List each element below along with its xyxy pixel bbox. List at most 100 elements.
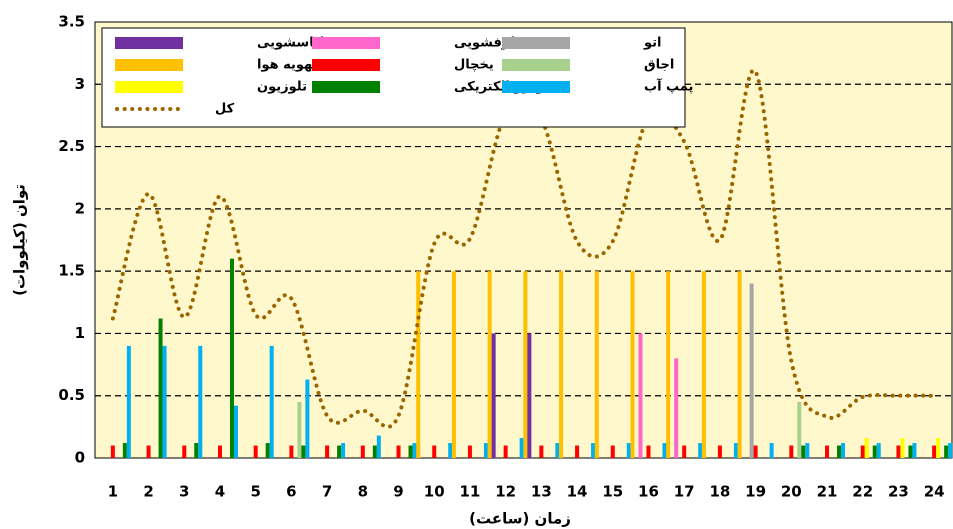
bar (864, 438, 869, 458)
bar (575, 445, 580, 458)
bar (749, 283, 754, 458)
legend-label: تهویه هوا (257, 58, 318, 73)
bar (527, 333, 532, 458)
bar (944, 445, 949, 458)
x-tick-label: 6 (286, 483, 296, 501)
legend-swatch (502, 37, 570, 49)
bar (297, 401, 302, 458)
bar (416, 271, 421, 458)
x-tick-label: 22 (852, 483, 873, 501)
bar (825, 445, 830, 458)
legend-label: پمپ آب (644, 78, 693, 95)
bar (872, 445, 877, 458)
y-tick-label: 3.5 (58, 13, 85, 31)
y-tick-label: 2.5 (58, 137, 85, 155)
bar (539, 445, 544, 458)
bar (110, 445, 115, 458)
bar (341, 443, 346, 458)
legend-swatch (502, 59, 570, 71)
x-tick-label: 1 (108, 483, 118, 501)
y-tick-label: 0.5 (58, 386, 85, 404)
bar (301, 445, 306, 458)
y-tick-label: 1 (75, 324, 85, 342)
bar (805, 443, 810, 458)
bar (483, 443, 488, 458)
legend-swatch (115, 37, 183, 49)
bar (662, 443, 667, 458)
bar (337, 445, 342, 458)
x-tick-label: 14 (567, 483, 588, 501)
bar (519, 438, 524, 458)
bar (253, 445, 258, 458)
x-tick-label: 13 (531, 483, 552, 501)
bar (682, 445, 687, 458)
bar (451, 271, 456, 458)
x-tick-label: 10 (424, 483, 445, 501)
bar (194, 443, 199, 458)
bar (523, 271, 528, 458)
bar (372, 445, 377, 458)
x-tick-label: 5 (250, 483, 260, 501)
y-tick-label: 3 (75, 75, 85, 93)
bar (733, 443, 738, 458)
x-tick-label: 20 (781, 483, 802, 501)
bar (674, 358, 679, 458)
legend-label: لباسشویی (257, 36, 324, 51)
bar (912, 443, 917, 458)
bar (936, 438, 941, 458)
bar (182, 445, 187, 458)
bar (860, 445, 865, 458)
bar (503, 445, 508, 458)
bar (610, 445, 615, 458)
x-axis-label: زمان (ساعت) (469, 510, 571, 528)
x-tick-label: 19 (745, 483, 766, 501)
bar (146, 445, 151, 458)
bar (432, 445, 437, 458)
y-tick-label: 1.5 (58, 262, 85, 280)
bar (896, 445, 901, 458)
bar (932, 445, 937, 458)
bar (559, 271, 564, 458)
x-tick-label: 21 (817, 483, 838, 501)
bar (837, 445, 842, 458)
bar (269, 345, 274, 458)
y-tick-label: 2 (75, 199, 85, 217)
x-tick-label: 4 (215, 483, 225, 501)
bar (126, 345, 131, 458)
bar (908, 445, 913, 458)
bar (948, 443, 953, 458)
bar (753, 445, 758, 458)
bar (801, 445, 806, 458)
bar (646, 445, 651, 458)
bar (789, 445, 794, 458)
bar (594, 271, 599, 458)
x-tick-label: 8 (358, 483, 368, 501)
bar (769, 443, 774, 458)
bar (491, 333, 496, 458)
legend-label: اتو (643, 36, 662, 51)
x-tick-label: 23 (888, 483, 909, 501)
bar (289, 445, 294, 458)
x-tick-label: 9 (393, 483, 403, 501)
legend-swatch (502, 81, 570, 93)
x-tick-label: 3 (179, 483, 189, 501)
bar (698, 443, 703, 458)
bar (325, 445, 330, 458)
bar (555, 443, 560, 458)
legend-swatch (312, 81, 380, 93)
bar (737, 271, 742, 458)
x-tick-label: 11 (460, 483, 481, 501)
bar (217, 445, 222, 458)
legend-box (101, 27, 686, 128)
x-tick-label: 24 (924, 483, 945, 501)
legend-label: تلوزیون (257, 80, 307, 95)
bar (876, 443, 881, 458)
x-tick-label: 2 (143, 483, 153, 501)
bar (717, 445, 722, 458)
bar (158, 318, 163, 458)
bar (265, 443, 270, 458)
bar (305, 379, 310, 458)
bar (630, 271, 635, 458)
x-tick-label: 16 (638, 483, 659, 501)
